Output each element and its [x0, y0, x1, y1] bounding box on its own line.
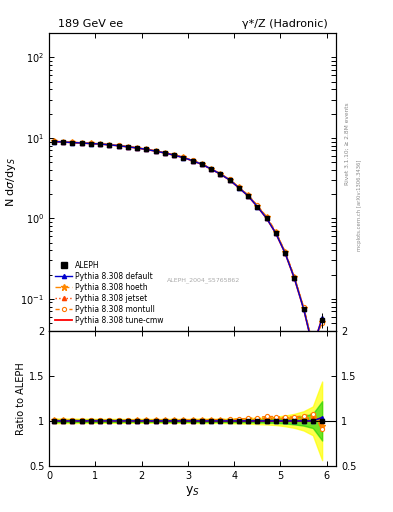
Text: ALEPH_2004_S5765862: ALEPH_2004_S5765862 [167, 278, 241, 283]
Text: Rivet 3.1.10; ≥ 2.8M events: Rivet 3.1.10; ≥ 2.8M events [345, 102, 350, 185]
Text: 189 GeV ee: 189 GeV ee [58, 19, 123, 29]
Text: γ*/Z (Hadronic): γ*/Z (Hadronic) [242, 19, 327, 29]
Text: mcplots.cern.ch [arXiv:1306.3436]: mcplots.cern.ch [arXiv:1306.3436] [357, 159, 362, 250]
Y-axis label: Ratio to ALEPH: Ratio to ALEPH [16, 362, 26, 435]
X-axis label: y$_S$: y$_S$ [185, 483, 200, 498]
Legend: ALEPH, Pythia 8.308 default, Pythia 8.308 hoeth, Pythia 8.308 jetset, Pythia 8.3: ALEPH, Pythia 8.308 default, Pythia 8.30… [53, 259, 166, 327]
Y-axis label: N d$\sigma$/dy$_S$: N d$\sigma$/dy$_S$ [4, 157, 18, 207]
